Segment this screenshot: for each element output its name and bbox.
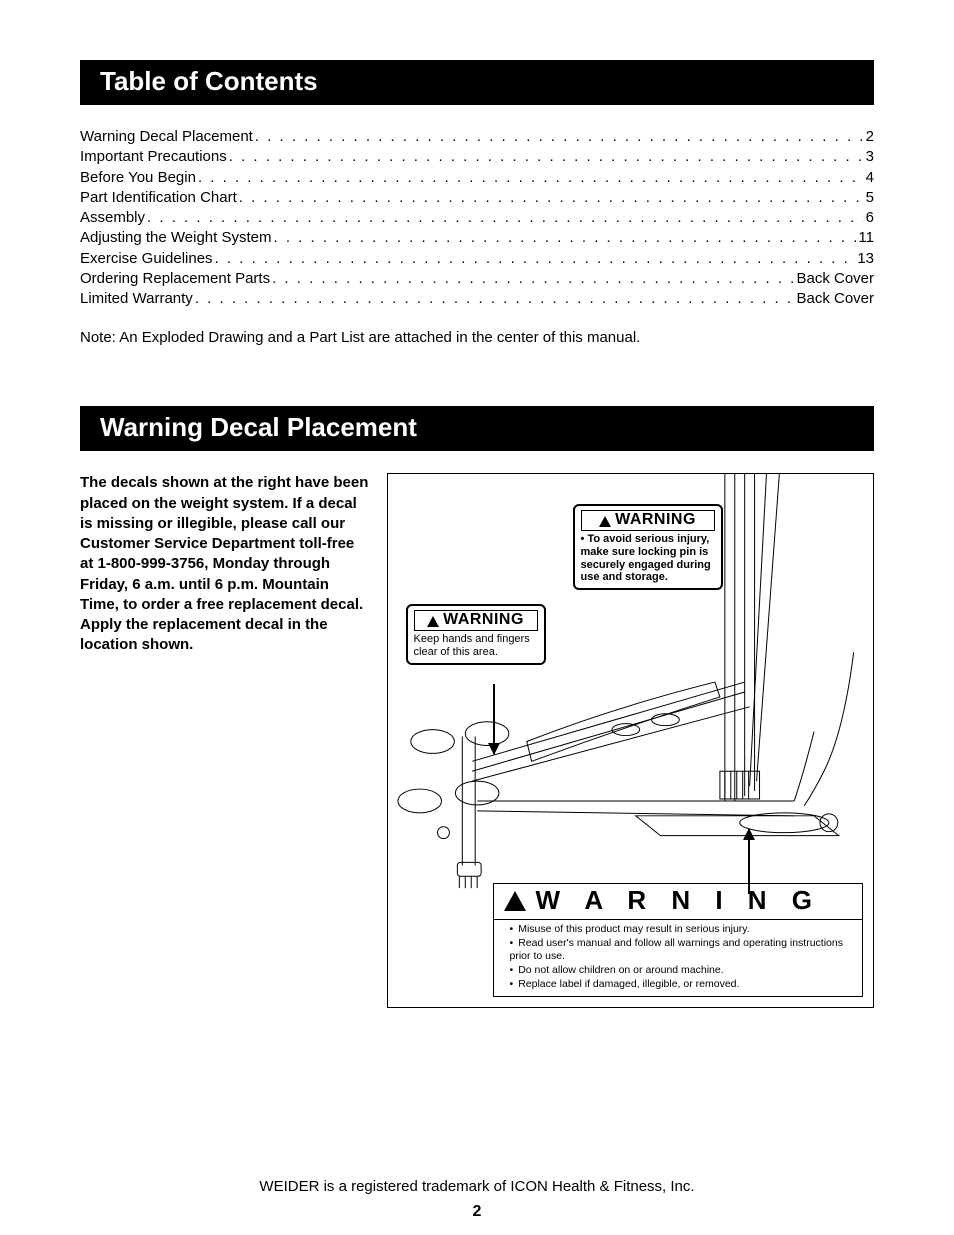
toc-page: 4 <box>866 168 874 188</box>
toc-title: Part Identification Chart <box>80 188 237 208</box>
toc-title: Before You Begin <box>80 168 196 188</box>
toc-dots: . . . . . . . . . . . . . . . . . . . . … <box>255 127 864 147</box>
toc-title: Important Precautions <box>80 147 227 167</box>
table-of-contents: Warning Decal Placement . . . . . . . . … <box>80 127 874 309</box>
toc-note: Note: An Exploded Drawing and a Part Lis… <box>80 329 874 346</box>
toc-row: Important Precautions . . . . . . . . . … <box>80 147 874 167</box>
toc-dots: . . . . . . . . . . . . . . . . . . . . … <box>147 208 864 228</box>
toc-page: Back Cover <box>796 269 874 289</box>
decal-diagram: WARNING Keep hands and fingers clear of … <box>387 473 874 1008</box>
toc-page: 13 <box>857 249 874 269</box>
warning-word: WARNING <box>615 511 696 529</box>
warning-triangle-icon <box>504 891 526 911</box>
warning-label-big: W A R N I N G Misuse of this product may… <box>493 883 863 997</box>
toc-dots: . . . . . . . . . . . . . . . . . . . . … <box>215 249 856 269</box>
toc-row: Exercise Guidelines . . . . . . . . . . … <box>80 249 874 269</box>
warning-body-locking-pin: • To avoid serious injury, make sure loc… <box>581 533 715 584</box>
warning-word: WARNING <box>443 611 524 629</box>
page-number: 2 <box>0 1203 954 1221</box>
toc-title: Exercise Guidelines <box>80 249 213 269</box>
toc-row: Adjusting the Weight System . . . . . . … <box>80 228 874 248</box>
toc-row: Warning Decal Placement . . . . . . . . … <box>80 127 874 147</box>
toc-page: 3 <box>866 147 874 167</box>
toc-title: Warning Decal Placement <box>80 127 253 147</box>
warning-word-spaced: W A R N I N G <box>536 885 822 916</box>
toc-row: Before You Begin . . . . . . . . . . . .… <box>80 168 874 188</box>
decal-instruction-text: The decals shown at the right have been … <box>80 473 369 1008</box>
toc-row: Ordering Replacement Parts . . . . . . .… <box>80 269 874 289</box>
toc-page: 5 <box>866 188 874 208</box>
toc-title: Adjusting the Weight System <box>80 228 271 248</box>
toc-dots: . . . . . . . . . . . . . . . . . . . . … <box>273 228 856 248</box>
warning-body-keep-hands: Keep hands and fingers clear of this are… <box>414 633 538 658</box>
warning-big-item: Do not allow children on or around machi… <box>510 964 858 978</box>
toc-dots: . . . . . . . . . . . . . . . . . . . . … <box>272 269 794 289</box>
toc-title: Ordering Replacement Parts <box>80 269 270 289</box>
arrow-icon <box>748 829 750 894</box>
toc-page: Back Cover <box>796 289 874 309</box>
toc-title: Assembly <box>80 208 145 228</box>
toc-dots: . . . . . . . . . . . . . . . . . . . . … <box>239 188 864 208</box>
arrow-icon <box>493 684 495 754</box>
decal-header: Warning Decal Placement <box>80 406 874 451</box>
warning-big-item: Misuse of this product may result in ser… <box>510 923 858 937</box>
warning-big-item: Read user's manual and follow all warnin… <box>510 937 858 964</box>
warning-label-keep-hands: WARNING Keep hands and fingers clear of … <box>406 604 546 664</box>
warning-big-item: Replace label if damaged, illegible, or … <box>510 978 858 992</box>
warning-head: WARNING <box>414 610 538 631</box>
warning-big-list: Misuse of this product may result in ser… <box>498 923 858 991</box>
toc-row: Assembly . . . . . . . . . . . . . . . .… <box>80 208 874 228</box>
footer-trademark: WEIDER is a registered trademark of ICON… <box>0 1178 954 1195</box>
toc-dots: . . . . . . . . . . . . . . . . . . . . … <box>198 168 864 188</box>
toc-row: Limited Warranty . . . . . . . . . . . .… <box>80 289 874 309</box>
warning-triangle-icon <box>427 616 439 627</box>
toc-dots: . . . . . . . . . . . . . . . . . . . . … <box>195 289 795 309</box>
toc-page: 6 <box>866 208 874 228</box>
warning-triangle-icon <box>599 516 611 527</box>
toc-row: Part Identification Chart . . . . . . . … <box>80 188 874 208</box>
toc-page: 2 <box>866 127 874 147</box>
toc-page: 11 <box>858 228 874 248</box>
toc-header: Table of Contents <box>80 60 874 105</box>
warning-label-locking-pin: WARNING • To avoid serious injury, make … <box>573 504 723 590</box>
warning-big-head: W A R N I N G <box>494 884 862 920</box>
toc-title: Limited Warranty <box>80 289 193 309</box>
warning-head: WARNING <box>581 510 715 531</box>
toc-dots: . . . . . . . . . . . . . . . . . . . . … <box>229 147 864 167</box>
